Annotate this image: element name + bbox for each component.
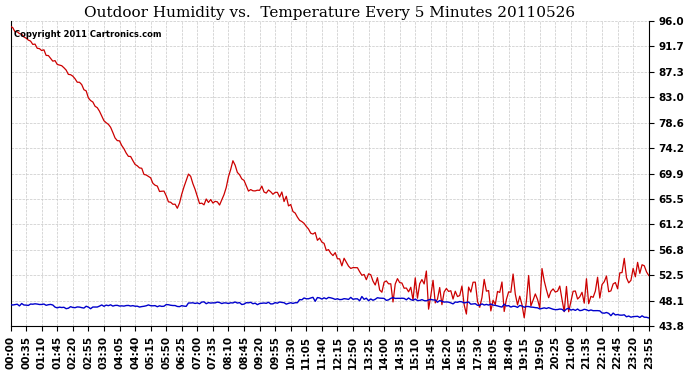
Title: Outdoor Humidity vs.  Temperature Every 5 Minutes 20110526: Outdoor Humidity vs. Temperature Every 5…: [84, 6, 575, 20]
Text: Copyright 2011 Cartronics.com: Copyright 2011 Cartronics.com: [14, 30, 161, 39]
